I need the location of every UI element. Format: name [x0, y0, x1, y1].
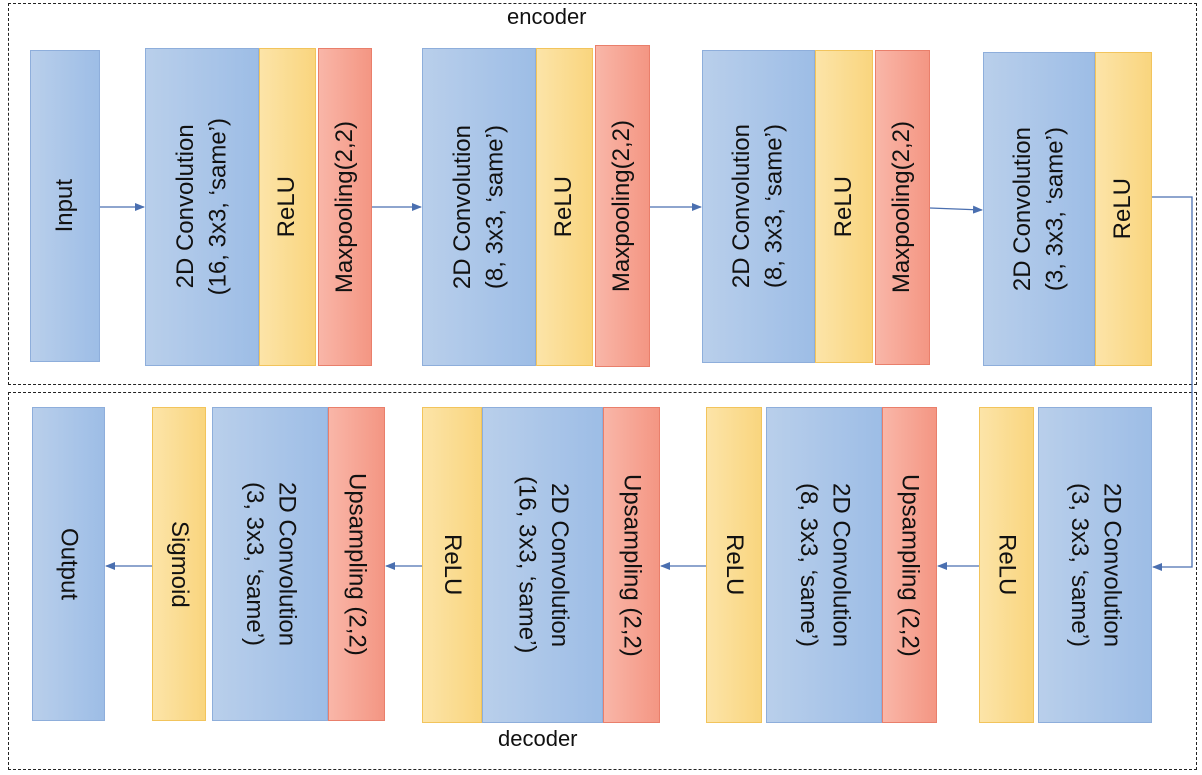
- arrow-encoder-to-decoder: [1152, 196, 1193, 571]
- decoder-frame: [8, 392, 1197, 770]
- decoder-label: decoder: [494, 728, 582, 750]
- sigmoid-block: Sigmoid: [152, 407, 206, 721]
- dec-conv-3-label: 2D Convolution (16, 3x3, ‘same’): [513, 476, 573, 654]
- enc-conv-2-block: 2D Convolution (8, 3x3, ‘same’): [422, 48, 536, 366]
- dec-upsample-3-block: Upsampling (2,2): [603, 407, 660, 723]
- dec-relu-3-label: ReLU: [439, 534, 467, 596]
- dec-upsample-3-label: Upsampling (2,2): [618, 473, 646, 657]
- dec-upsample-4-block: Upsampling (2,2): [328, 407, 385, 721]
- encoder-label: encoder: [503, 6, 591, 28]
- enc-conv-1-block: 2D Convolution (16, 3x3, ‘same’): [145, 48, 259, 366]
- enc-relu-1-block: ReLU: [259, 48, 316, 366]
- dec-conv-1-block: 2D Convolution (3, 3x3, ‘same’): [1038, 407, 1152, 723]
- enc-conv-4-block: 2D Convolution (3, 3x3, ‘same’): [983, 52, 1095, 366]
- enc-relu-4-block: ReLU: [1095, 52, 1152, 366]
- output-block: Output: [32, 407, 105, 721]
- dec-upsample-2-label: Upsampling (2,2): [896, 473, 924, 657]
- sigmoid-label: Sigmoid: [166, 520, 194, 608]
- dec-relu-1-label: ReLU: [993, 534, 1021, 596]
- dec-upsample-4-label: Upsampling (2,2): [343, 472, 371, 656]
- dec-conv-2-block: 2D Convolution (8, 3x3, ‘same’): [766, 407, 882, 723]
- dec-relu-2-block: ReLU: [706, 407, 762, 723]
- output-label: Output: [55, 527, 83, 601]
- dec-upsample-2-block: Upsampling (2,2): [882, 407, 937, 723]
- enc-conv-3-block: 2D Convolution (8, 3x3, ‘same’): [702, 50, 815, 363]
- dec-conv-3-block: 2D Convolution (16, 3x3, ‘same’): [482, 407, 603, 723]
- input-block: Input: [30, 50, 100, 362]
- enc-relu-2-block: ReLU: [536, 48, 593, 366]
- enc-pool-2-block: Maxpooling(2,2): [595, 45, 650, 367]
- dec-conv-1-label: 2D Convolution (3, 3x3, ‘same’): [1066, 482, 1126, 648]
- arrow-pool3-to-conv4: [929, 205, 983, 214]
- dec-conv-4-block: 2D Convolution (3, 3x3, ‘same’): [212, 407, 328, 721]
- enc-relu-3-block: ReLU: [815, 50, 873, 363]
- dec-relu-3-block: ReLU: [422, 407, 482, 723]
- dec-relu-1-block: ReLU: [979, 407, 1034, 723]
- enc-pool-1-block: Maxpooling(2,2): [318, 48, 372, 366]
- dec-conv-2-label: 2D Convolution (8, 3x3, ‘same’): [795, 482, 855, 648]
- enc-pool-3-block: Maxpooling(2,2): [875, 50, 930, 365]
- dec-conv-4-label: 2D Convolution (3, 3x3, ‘same’): [241, 481, 301, 647]
- encoder-frame: [8, 3, 1197, 385]
- dec-relu-2-label: ReLU: [721, 534, 749, 596]
